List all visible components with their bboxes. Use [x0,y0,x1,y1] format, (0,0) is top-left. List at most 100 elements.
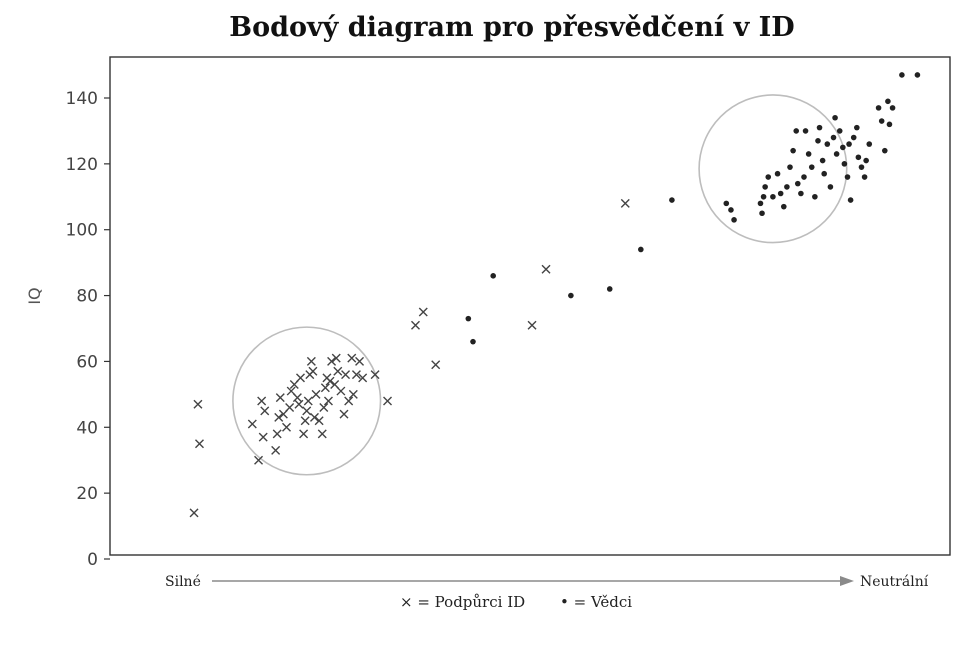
data-points [189,72,921,518]
dot-point [847,197,854,203]
y-tick-label: 120 [66,155,98,175]
dot-point [801,174,807,180]
cross-point [339,409,349,419]
dot-point [827,184,834,190]
x-axis-arrowhead [840,576,854,586]
cross-point [300,416,310,426]
cluster-circle-2 [698,94,848,244]
dot-point [780,203,787,210]
dot-point [728,207,734,213]
dot-point [808,164,815,170]
dot-point [855,154,862,161]
y-tick-label: 20 [76,484,98,504]
dot-point [638,246,644,253]
cross-point [299,429,309,439]
dot-point [784,184,790,190]
dot-point [854,124,860,131]
cross-point [355,356,365,366]
cross-point [327,356,337,366]
dot-point [669,197,675,203]
dot-point [731,217,737,223]
cross-point [189,508,199,518]
dot-point [819,157,826,164]
cross-point [194,439,204,449]
dot-point [846,141,852,147]
cross-point [282,422,292,432]
cross-point [620,198,630,208]
dot-point [881,147,888,154]
cross-point [292,393,302,403]
cross-point [258,432,268,442]
dot-point [821,170,827,177]
dot-point [790,147,796,154]
dot-point [759,210,765,217]
dot-point [863,157,869,164]
cross-point [323,396,333,406]
cross-point [285,403,295,413]
cluster-circles [232,94,848,476]
cross-point [370,370,380,380]
dot-point [836,128,843,134]
dot-point [798,190,804,197]
cross-point [431,360,441,370]
y-tick-label: 140 [66,89,98,109]
dot-point [568,292,574,299]
cross-point [247,419,257,429]
dot-point [824,141,831,147]
dot-point [841,161,848,167]
dot-point [794,180,801,187]
dot-point [762,184,768,190]
cross-point [333,366,343,376]
cross-point [295,373,305,383]
dot-point [840,144,846,151]
dot-point [760,193,767,200]
dot-point [850,134,857,141]
cross-point [410,320,420,330]
cross-point [325,376,335,386]
cross-point [331,353,341,363]
cross-point [254,455,264,465]
cross-point [358,373,368,383]
dot-point [832,114,838,121]
dot-point [490,273,496,279]
x-axis-right-label: Neutrální [860,574,929,590]
cross-point [319,403,329,413]
dot-point [470,338,476,345]
dot-point [770,193,776,200]
dot-point [889,105,896,111]
y-axis-ticks: 0 20 40 60 80 100 120 140 [66,89,110,570]
y-tick-label: 60 [76,352,98,372]
dot-point [844,174,851,180]
cross-point [302,406,312,416]
cross-point [303,396,313,406]
cross-point [274,412,284,422]
dot-point [885,98,891,105]
cluster-circle-1 [232,326,382,476]
dot-point [833,151,840,157]
y-tick-label: 100 [66,221,98,241]
cross-point [309,412,319,422]
dot-point [774,170,781,177]
y-tick-label: 0 [87,550,98,570]
cross-point [314,416,324,426]
cross-point [257,396,267,406]
cross-point [317,429,327,439]
dot-point [765,174,772,180]
y-axis-label: IQ [25,287,44,304]
cross-point [351,370,361,380]
dot-point [816,124,823,131]
cross-point [541,264,551,274]
dot-point [787,164,793,170]
cross-point [347,353,357,363]
cross-point [383,396,393,406]
plot-frame [109,56,951,556]
cross-point [341,370,351,380]
dot-point [914,72,921,78]
cross-point [306,356,316,366]
dot-point [802,128,809,134]
y-tick-label: 80 [76,287,98,307]
dot-point [866,141,873,147]
x-axis-left-label: Silné [165,574,201,590]
cross-point [271,445,281,455]
